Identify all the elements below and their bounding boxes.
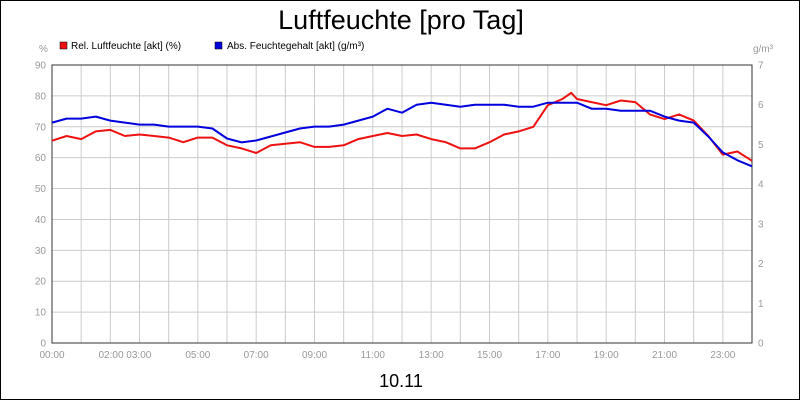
y-right-tick-label: 5: [758, 140, 764, 151]
x-tick-label: 09:00: [302, 350, 327, 361]
axes: 0 10 20 30 40 50 60 70 80 90 0 1 2 3 4 5 6 7 00:00 02:00 03…: [35, 61, 764, 362]
legend-label-rel-humidity: Rel. Luftfeuchte [akt] (%): [71, 41, 181, 52]
x-tick-label: 15:00: [477, 350, 502, 361]
y-right-tick-label: 3: [758, 219, 764, 230]
legend: Rel. Luftfeuchte [akt] (%) Abs. Feuchteg…: [59, 41, 364, 52]
y-left-tick-label: 80: [35, 91, 47, 102]
chart-title: Luftfeuchte [pro Tag]: [278, 5, 524, 35]
x-tick-label: 23:00: [710, 350, 735, 361]
plot-area-border: [51, 64, 753, 344]
y-left-tick-label: 40: [35, 215, 47, 226]
y-left-tick-label: 90: [35, 61, 47, 72]
y-left-unit: %: [39, 44, 48, 55]
y-left-tick-label: 30: [35, 246, 47, 257]
y-right-tick-label: 1: [758, 299, 764, 310]
y-left-tick-label: 50: [35, 184, 47, 195]
x-tick-label: 00:00: [39, 350, 64, 361]
grid: [51, 64, 753, 344]
x-tick-label: 07:00: [244, 350, 269, 361]
series-line-rel-humidity: [51, 91, 753, 162]
y-right-tick-label: 0: [758, 339, 764, 350]
y-right-unit: g/m³: [753, 44, 774, 55]
y-left-tick-label: 20: [35, 277, 47, 288]
x-tick-label: 02:00 03:00: [99, 350, 152, 361]
x-tick-label: 17:00: [535, 350, 560, 361]
series-line-abs-humidity: [51, 101, 753, 168]
series-layer: [51, 91, 753, 168]
y-right-tick-label: 6: [758, 100, 764, 111]
y-left-tick-label: 10: [35, 308, 47, 319]
x-tick-label: 13:00: [419, 350, 444, 361]
x-tick-label: 05:00: [185, 350, 210, 361]
y-left-tick-label: 70: [35, 122, 47, 133]
legend-swatch-abs-humidity: [214, 41, 223, 50]
date-label: 10.11: [379, 371, 423, 391]
y-right-tick-label: 2: [758, 259, 764, 270]
y-right-tick-label: 4: [758, 180, 764, 191]
x-tick-label: 11:00: [361, 350, 386, 361]
y-left-tick-label: 0: [40, 339, 46, 350]
legend-swatch-rel-humidity: [59, 41, 68, 50]
x-tick-label: 19:00: [594, 350, 619, 361]
legend-label-abs-humidity: Abs. Feuchtegehalt [akt] (g/m³): [227, 41, 364, 52]
y-left-tick-label: 60: [35, 153, 47, 164]
y-right-tick-label: 7: [758, 61, 764, 72]
x-tick-label: 21:00: [652, 350, 677, 361]
